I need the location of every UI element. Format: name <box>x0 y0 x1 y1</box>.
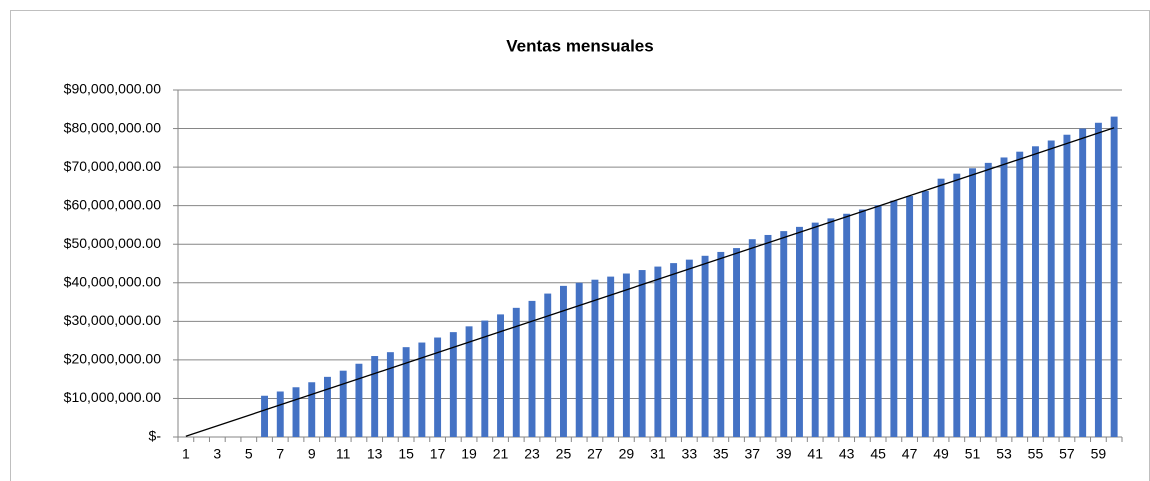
x-tick-label: 33 <box>682 446 698 462</box>
x-tick-label: 13 <box>367 446 383 462</box>
bar <box>292 387 300 437</box>
x-tick-label: 57 <box>1059 446 1075 462</box>
y-tick-label: $80,000,000.00 <box>64 119 162 135</box>
bar <box>921 191 929 437</box>
x-tick-label: 31 <box>650 446 666 462</box>
y-tick-label: $10,000,000.00 <box>64 389 162 405</box>
bar <box>764 234 772 437</box>
bar <box>654 266 662 437</box>
x-tick-label: 47 <box>902 446 918 462</box>
x-tick-label: 59 <box>1091 446 1107 462</box>
x-tick-label: 5 <box>245 446 253 462</box>
chart-title: Ventas mensuales <box>506 36 653 55</box>
x-tick-label: 21 <box>493 446 509 462</box>
bar <box>780 231 788 437</box>
bar <box>481 320 489 437</box>
y-tick-label: $20,000,000.00 <box>64 351 162 367</box>
x-tick-label: 51 <box>965 446 981 462</box>
bar <box>560 285 567 437</box>
bar <box>575 282 583 437</box>
bar <box>324 376 331 437</box>
bar <box>969 168 976 438</box>
bar <box>1000 157 1008 437</box>
x-tick-label: 1 <box>182 446 190 462</box>
bar <box>1016 151 1024 437</box>
bar <box>276 391 284 437</box>
bar <box>685 259 693 437</box>
bar <box>449 332 457 437</box>
x-tick-label: 35 <box>713 446 729 462</box>
bar <box>386 352 394 437</box>
x-tick-label: 9 <box>308 446 316 462</box>
bar <box>1079 128 1087 438</box>
x-tick-label: 49 <box>933 446 949 462</box>
x-tick-label: 41 <box>807 446 823 462</box>
x-tick-label: 37 <box>744 446 760 462</box>
bar <box>607 276 615 437</box>
bar <box>418 342 426 437</box>
x-tick-label: 17 <box>430 446 446 462</box>
x-tick-label: 39 <box>776 446 792 462</box>
bar <box>796 226 803 437</box>
bar <box>371 356 379 437</box>
bar <box>434 337 442 437</box>
bar <box>622 273 630 437</box>
x-tick-label: 11 <box>336 446 351 462</box>
bar <box>1094 122 1102 438</box>
x-tick-label: 53 <box>996 446 1012 462</box>
bar <box>858 209 866 437</box>
y-tick-label: $- <box>149 428 162 444</box>
bar <box>953 173 961 437</box>
bar <box>670 263 678 437</box>
y-tick-label: $60,000,000.00 <box>64 196 162 212</box>
x-tick-label: 25 <box>556 446 572 462</box>
x-tick-label: 27 <box>587 446 603 462</box>
bar <box>497 314 504 437</box>
x-tick-label: 7 <box>276 446 284 462</box>
bar <box>843 213 851 437</box>
bar <box>984 162 992 437</box>
bar <box>1110 116 1118 437</box>
bar <box>1032 146 1039 437</box>
x-tick-label: 3 <box>213 446 221 462</box>
bar <box>355 363 363 437</box>
bar <box>528 300 536 437</box>
bar <box>890 200 898 437</box>
x-tick-label: 29 <box>619 446 635 462</box>
x-tick-label: 55 <box>1028 446 1044 462</box>
bar <box>261 395 268 437</box>
bar <box>339 370 347 437</box>
bar <box>937 178 945 437</box>
bar <box>748 239 756 437</box>
bar <box>701 255 709 437</box>
bar <box>402 347 410 437</box>
bar <box>512 307 520 437</box>
bar <box>591 279 599 437</box>
y-tick-label: $90,000,000.00 <box>64 81 162 97</box>
bar <box>874 205 882 437</box>
x-tick-label: 45 <box>870 446 886 462</box>
y-tick-label: $50,000,000.00 <box>64 235 162 251</box>
bar <box>544 293 552 437</box>
trendline <box>185 127 1115 437</box>
bar <box>811 222 819 437</box>
x-tick-label: 15 <box>398 446 414 462</box>
x-tick-label: 19 <box>461 446 477 462</box>
bar <box>717 251 725 437</box>
bar <box>465 326 473 437</box>
bar <box>308 382 316 437</box>
bar <box>733 248 740 437</box>
y-tick-label: $40,000,000.00 <box>64 273 162 289</box>
bar <box>1047 140 1055 437</box>
y-tick-label: $70,000,000.00 <box>64 158 162 174</box>
bar <box>638 270 646 437</box>
x-tick-label: 23 <box>524 446 540 462</box>
bar <box>906 196 914 437</box>
y-tick-label: $30,000,000.00 <box>64 312 162 328</box>
x-tick-label: 43 <box>839 446 855 462</box>
bar <box>1063 134 1071 438</box>
bar <box>827 218 835 437</box>
